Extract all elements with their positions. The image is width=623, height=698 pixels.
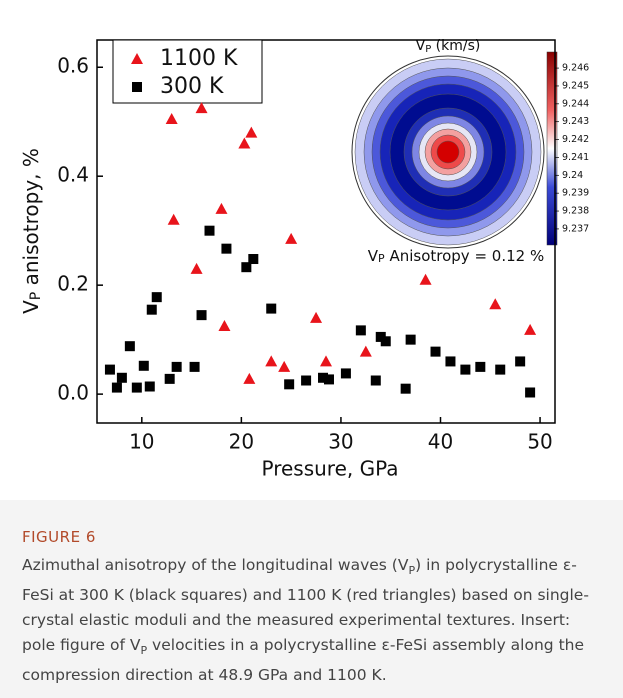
triangle-point [165, 112, 178, 124]
square-point [460, 364, 471, 375]
square-point [400, 383, 411, 394]
triangle-point [190, 262, 203, 274]
square-point [475, 361, 486, 372]
triangle-point [489, 298, 502, 310]
legend-label: 300 K [160, 74, 224, 99]
legend [112, 39, 263, 104]
caption-subscript: P [408, 564, 416, 578]
colorbar-tick-label: 9.243 [562, 116, 589, 127]
square-point [266, 303, 277, 314]
square-point [318, 372, 329, 383]
y-axis-label: VP anisotropy, % [19, 148, 45, 314]
square-point [111, 382, 122, 393]
square-point [355, 325, 366, 336]
x-tick-label: 20 [229, 430, 254, 454]
triangle-point [419, 273, 432, 285]
square-point [323, 374, 334, 385]
y-tick-label: 0.0 [57, 381, 89, 405]
colorbar-tick-label: 9.241 [562, 152, 589, 163]
square-point [171, 361, 182, 372]
x-tick-label: 50 [527, 430, 552, 454]
y-tick-label: 0.2 [57, 272, 89, 296]
square-point [144, 381, 155, 392]
triangle-point [524, 323, 537, 335]
square-point [151, 292, 162, 303]
y-tick-label: 0.4 [57, 163, 89, 187]
y-tick-label: 0.6 [57, 54, 89, 78]
caption-segment: ) in polycrystalline ε-FeSi at 300 K (bl… [22, 556, 589, 655]
pole-figure [351, 55, 545, 249]
x-axis-label: Pressure, GPa [261, 457, 398, 481]
square-point [189, 361, 200, 372]
square-point [525, 387, 536, 398]
caption-label: FIGURE 6 [22, 528, 96, 546]
colorbar [546, 51, 558, 246]
colorbar-tick-label: 9.245 [562, 80, 589, 91]
triangle-point [320, 355, 332, 367]
square-point [284, 379, 295, 390]
colorbar-tick-label: 9.246 [562, 63, 589, 74]
square-point [164, 373, 175, 384]
colorbar-tick-label: 9.239 [562, 188, 589, 199]
square-point [515, 356, 526, 367]
triangle-point [310, 311, 323, 323]
triangle-point [238, 137, 251, 149]
inset-title: VP (km/s) [416, 38, 481, 55]
square-point [104, 364, 115, 375]
triangle-point [245, 126, 258, 138]
square-point [131, 382, 142, 393]
square-point [248, 254, 259, 265]
square-point [370, 375, 381, 386]
x-tick-label: 40 [428, 430, 453, 454]
triangle-point [167, 213, 180, 225]
square-point [146, 304, 157, 315]
colorbar-tick-label: 9.242 [562, 134, 589, 145]
colorbar-tick-label: 9.238 [562, 206, 589, 217]
square-point [196, 310, 207, 321]
square-point [405, 334, 416, 345]
square-point [430, 346, 441, 357]
square-point [132, 82, 142, 92]
triangle-point [218, 320, 231, 332]
caption-text: Azimuthal anisotropy of the longitudinal… [22, 553, 607, 688]
inset-note: VP Anisotropy = 0.12 % [368, 247, 544, 266]
triangle-point [359, 345, 372, 357]
chart-bg [0, 0, 623, 500]
square-point [340, 368, 351, 379]
square-point [138, 360, 149, 371]
triangle-point [243, 372, 256, 384]
colorbar-tick-label: 9.24 [562, 170, 583, 181]
square-point [116, 372, 127, 383]
chart: VP (km/s) VP Anisotropy = 0.12 % Pressur… [0, 0, 623, 500]
x-tick-label: 30 [328, 430, 353, 454]
triangle-point [265, 355, 278, 367]
caption-segment: velocities in a polycrystalline ε-FeSi a… [22, 636, 585, 685]
square-point [221, 243, 232, 254]
triangle-point [285, 232, 298, 244]
x-tick-label: 10 [129, 430, 154, 454]
plot-frame [96, 39, 556, 424]
triangle-point [131, 53, 143, 64]
caption-subscript: P [140, 644, 148, 658]
triangle-point [195, 102, 208, 114]
caption-segment: Azimuthal anisotropy of the longitudinal… [22, 556, 409, 574]
square-point [241, 262, 252, 273]
square-point [301, 375, 312, 386]
square-point [124, 341, 135, 352]
square-point [445, 356, 456, 367]
legend-label: 1100 K [160, 46, 238, 71]
square-point [380, 336, 391, 347]
square-point [495, 364, 506, 375]
square-point [204, 225, 215, 236]
triangle-point [278, 360, 291, 372]
colorbar-tick-label: 9.237 [562, 223, 589, 234]
colorbar-tick-label: 9.244 [562, 98, 589, 109]
triangle-point [215, 202, 228, 214]
